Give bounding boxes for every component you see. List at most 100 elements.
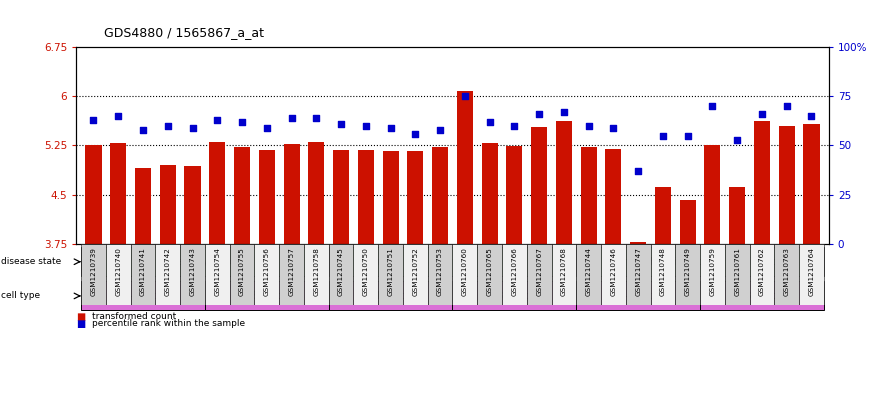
Point [409, 130, 423, 137]
Point [482, 119, 496, 125]
Bar [552, 244, 576, 305]
Bar [601, 244, 625, 305]
Text: chronic HCV infection-low viral load: chronic HCV infection-low viral load [366, 257, 539, 267]
Text: cell type: cell type [1, 292, 40, 300]
Point [681, 132, 695, 139]
Bar [655, 187, 671, 244]
Bar [700, 244, 725, 305]
Text: healthy donor: healthy donor [171, 257, 239, 267]
Bar [527, 244, 552, 305]
Bar [502, 244, 527, 305]
Bar [353, 244, 378, 305]
Point [185, 125, 200, 131]
Bar [155, 244, 180, 305]
Point [284, 115, 298, 121]
Bar [110, 143, 126, 244]
Text: percentile rank within the sample: percentile rank within the sample [92, 320, 246, 328]
Point [383, 125, 398, 131]
Text: transformed count: transformed count [92, 312, 177, 321]
Text: GSM1210752: GSM1210752 [412, 247, 418, 296]
Bar [625, 244, 650, 305]
Bar [432, 147, 448, 244]
Text: GSM1210763: GSM1210763 [784, 247, 789, 296]
Text: GSM1210757: GSM1210757 [289, 247, 295, 296]
Bar [205, 281, 329, 310]
Point [211, 117, 225, 123]
Text: CD8+ T-cells: CD8+ T-cells [483, 291, 546, 301]
Text: GSM1210745: GSM1210745 [338, 247, 344, 296]
Point [631, 168, 645, 174]
Bar [333, 150, 349, 244]
Point [607, 125, 621, 131]
Bar [576, 281, 700, 310]
Bar [581, 147, 597, 244]
Bar [799, 244, 823, 305]
Text: GSM1210760: GSM1210760 [461, 247, 468, 296]
Point [111, 113, 125, 119]
Point [780, 103, 794, 109]
Bar [531, 127, 547, 244]
Bar [457, 91, 473, 244]
Bar [676, 244, 700, 305]
Bar [82, 246, 329, 276]
Text: GSM1210764: GSM1210764 [808, 247, 814, 296]
Bar [85, 145, 101, 244]
Text: GSM1210739: GSM1210739 [90, 247, 97, 296]
Bar [750, 244, 774, 305]
Bar [650, 244, 676, 305]
Text: GSM1210756: GSM1210756 [263, 247, 270, 296]
Bar [205, 244, 229, 305]
Bar [729, 187, 745, 244]
Point [358, 123, 373, 129]
Text: GSM1210754: GSM1210754 [214, 247, 220, 296]
Bar [700, 281, 823, 310]
Text: GSM1210768: GSM1210768 [561, 247, 567, 296]
Text: GSM1210743: GSM1210743 [190, 247, 195, 296]
Point [582, 123, 596, 129]
Bar [229, 244, 254, 305]
Bar [481, 143, 497, 244]
Point [805, 113, 819, 119]
Bar [304, 244, 329, 305]
Bar [556, 121, 572, 244]
Bar [779, 126, 795, 244]
Text: GSM1210758: GSM1210758 [314, 247, 319, 296]
Bar [234, 147, 250, 244]
Bar [254, 244, 280, 305]
Text: GSM1210748: GSM1210748 [660, 247, 666, 296]
Text: CD4+ T-cells: CD4+ T-cells [359, 291, 422, 301]
Point [160, 123, 175, 129]
Bar [576, 244, 601, 305]
Bar [427, 244, 452, 305]
Bar [452, 281, 576, 310]
Text: CD4+ T-cells: CD4+ T-cells [607, 291, 669, 301]
Bar [383, 151, 399, 244]
Text: GSM1210747: GSM1210747 [635, 247, 642, 296]
Bar [576, 246, 823, 276]
Text: ■: ■ [76, 319, 85, 329]
Bar [403, 244, 427, 305]
Bar [82, 244, 106, 305]
Point [705, 103, 719, 109]
Bar [283, 144, 299, 244]
Text: CD8+ T-cells: CD8+ T-cells [731, 291, 793, 301]
Text: GSM1210751: GSM1210751 [388, 247, 393, 296]
Bar [329, 246, 576, 276]
Text: GSM1210762: GSM1210762 [759, 247, 765, 296]
Point [730, 136, 745, 143]
Text: GDS4880 / 1565867_a_at: GDS4880 / 1565867_a_at [104, 26, 263, 39]
Text: GSM1210755: GSM1210755 [239, 247, 245, 296]
Bar [725, 244, 750, 305]
Point [260, 125, 274, 131]
Bar [478, 244, 502, 305]
Bar [630, 242, 646, 244]
Text: GSM1210741: GSM1210741 [140, 247, 146, 296]
Text: chronic HCV infection-high viral load: chronic HCV infection-high viral load [611, 257, 789, 267]
Bar [280, 244, 304, 305]
Text: GSM1210753: GSM1210753 [437, 247, 444, 296]
Bar [680, 200, 695, 244]
Text: GSM1210746: GSM1210746 [610, 247, 616, 296]
Point [309, 115, 323, 121]
Bar [210, 142, 225, 244]
Text: ■: ■ [76, 312, 85, 322]
